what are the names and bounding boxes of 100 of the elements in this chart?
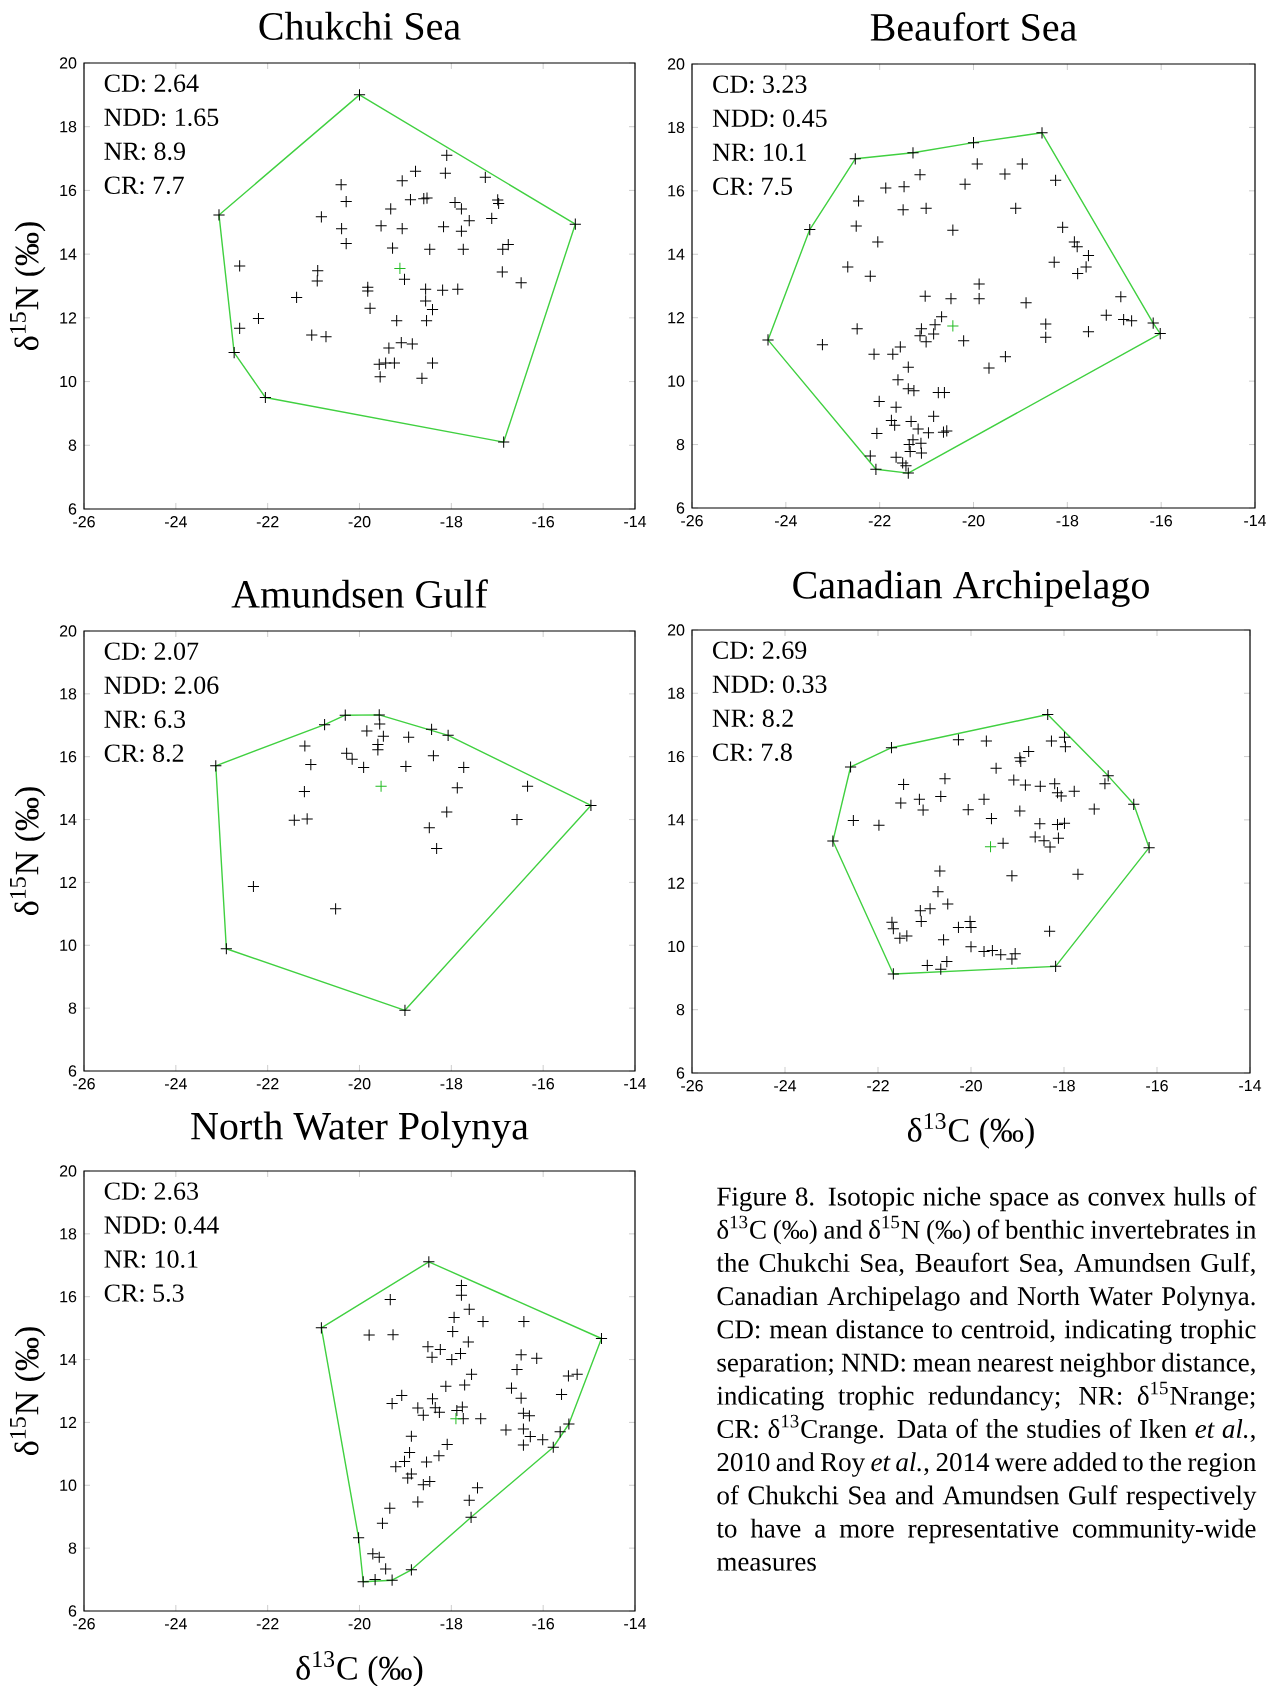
annotation: CD: 3.23 bbox=[713, 75, 807, 94]
x-tick-label: -24 bbox=[774, 515, 797, 527]
x-tick-label: -16 bbox=[532, 516, 555, 528]
x-tick-label: -26 bbox=[73, 516, 95, 528]
x-tick-label: -14 bbox=[624, 1618, 647, 1630]
annotation: CR: 7.5 bbox=[713, 177, 792, 196]
x-axis-title: δ$^{13}$C (‰) bbox=[907, 1113, 1034, 1149]
y-tick-label: 12 bbox=[668, 877, 685, 889]
y-tick-label: 14 bbox=[60, 814, 77, 826]
x-axis-title: δ$^{13}$C (‰) bbox=[296, 1651, 423, 1686]
y-tick-label: 14 bbox=[60, 248, 77, 260]
y-tick-label: 18 bbox=[60, 1228, 77, 1240]
x-tick-label: -18 bbox=[440, 1618, 463, 1630]
annotation: NDD: 0.44 bbox=[104, 1216, 219, 1234]
y-tick-label: 14 bbox=[668, 814, 685, 826]
annotation: NDD: 1.65 bbox=[104, 108, 219, 127]
x-tick-label: -22 bbox=[868, 515, 891, 527]
x-tick-label: -16 bbox=[532, 1618, 555, 1630]
y-tick-label: 20 bbox=[59, 57, 77, 69]
y-tick-label: 8 bbox=[676, 438, 685, 451]
y-tick-label: 16 bbox=[668, 185, 685, 197]
y-tick-label: 20 bbox=[667, 58, 685, 70]
annotation: CR: 7.7 bbox=[104, 176, 184, 195]
y-tick-label: 10 bbox=[668, 940, 685, 953]
x-tick-label: -26 bbox=[73, 1618, 95, 1630]
x-tick-label: -22 bbox=[256, 1618, 279, 1630]
annotation: CR: 7.8 bbox=[713, 743, 792, 762]
x-tick-label: -26 bbox=[681, 1080, 703, 1092]
y-tick-label: 16 bbox=[60, 751, 77, 763]
y-tick-label: 20 bbox=[59, 625, 77, 637]
y-tick-label: 6 bbox=[676, 502, 685, 514]
y-tick-label: 6 bbox=[676, 1067, 685, 1079]
chart-title: North Water Polynya bbox=[191, 1111, 529, 1148]
x-tick-label: -18 bbox=[1056, 515, 1079, 527]
x-tick-label: -18 bbox=[440, 1078, 463, 1090]
chart-title: Chukchi Sea bbox=[259, 11, 461, 40]
y-tick-label: 10 bbox=[60, 1479, 77, 1491]
chart-title: Canadian Archipelago bbox=[793, 570, 1149, 607]
y-tick-label: 10 bbox=[668, 375, 685, 387]
annotation: NDD: 0.45 bbox=[712, 109, 827, 128]
annotation: NR: 8.9 bbox=[104, 142, 185, 161]
y-tick-label: 10 bbox=[60, 939, 77, 951]
x-tick-label: -24 bbox=[164, 516, 187, 528]
annotation: CD: 2.63 bbox=[104, 1182, 199, 1200]
annotation: NR: 6.3 bbox=[104, 710, 186, 729]
chart-title: Amundsen Gulf bbox=[231, 579, 488, 608]
x-tick-label: -22 bbox=[867, 1080, 889, 1092]
x-tick-label: -14 bbox=[624, 1078, 647, 1090]
y-tick-label: 8 bbox=[676, 1004, 685, 1016]
x-tick-label: -16 bbox=[1150, 515, 1173, 527]
chart-title: Beaufort Sea bbox=[870, 12, 1077, 41]
y-tick-label: 20 bbox=[667, 624, 685, 636]
y-tick-label: 8 bbox=[68, 1002, 77, 1014]
x-tick-label: -20 bbox=[348, 1618, 371, 1630]
x-tick-label: -14 bbox=[1239, 1080, 1262, 1092]
y-tick-label: 8 bbox=[68, 439, 77, 451]
y-tick-label: 8 bbox=[68, 1542, 77, 1554]
x-tick-label: -20 bbox=[960, 1080, 982, 1092]
y-tick-label: 6 bbox=[68, 1605, 77, 1617]
y-tick-label: 16 bbox=[60, 1291, 77, 1303]
x-tick-label: -22 bbox=[256, 516, 279, 528]
annotation: CR: 8.2 bbox=[104, 744, 184, 763]
annotation: NR: 10.1 bbox=[104, 1250, 198, 1268]
y-tick-label: 12 bbox=[60, 1416, 77, 1429]
y-tick-label: 12 bbox=[60, 876, 77, 888]
x-tick-label: -24 bbox=[774, 1080, 797, 1092]
x-tick-label: -16 bbox=[1146, 1080, 1168, 1092]
text: Figure 8. Isotopic niche space as convex hulls of δ$^{13}$C (‰) and δ$^{15}$N (‰) of benthic invertebrates in the Chukchi Sea, Beaufort Sea, Amundsen Gulf, Canadian Archipelago and North Water Polynya. CD: mean distance to centroid, indicating trophic separation; NND: mean nearest neighbor distance, indicating trophic redundancy; NR: δ$^{15}$Nrange; CR: δ$^{13}$Crange. Data of the studies of Iken et al., 2010 and Roy et al., 2014 were added to the region of Chukchi Sea and Amundsen Gulf respectively to have a more representative community-wide measures bbox=[716, 1186, 1257, 1571]
y-axis-title: δ$^{15}$N (‰) bbox=[9, 1327, 46, 1455]
x-tick-label: -14 bbox=[1244, 515, 1266, 527]
y-axis-title: δ$^{15}$N (‰) bbox=[9, 222, 46, 350]
y-axis-title: δ$^{15}$N (‰) bbox=[9, 787, 46, 915]
y-tick-label: 18 bbox=[668, 121, 685, 134]
x-tick-label: -26 bbox=[73, 1078, 95, 1090]
x-tick-label: -22 bbox=[256, 1078, 279, 1090]
x-tick-label: -18 bbox=[1053, 1080, 1075, 1092]
y-tick-label: 20 bbox=[59, 1165, 77, 1177]
y-tick-label: 14 bbox=[668, 248, 685, 260]
annotation: CR: 5.3 bbox=[104, 1284, 184, 1302]
y-tick-label: 16 bbox=[60, 184, 77, 197]
y-tick-label: 18 bbox=[668, 687, 685, 699]
x-tick-label: -20 bbox=[962, 515, 985, 527]
annotation: NDD: 2.06 bbox=[104, 676, 219, 695]
y-tick-label: 12 bbox=[668, 312, 685, 324]
y-tick-label: 18 bbox=[60, 121, 77, 133]
x-tick-label: -14 bbox=[624, 516, 647, 528]
y-tick-label: 12 bbox=[60, 312, 77, 324]
y-tick-label: 6 bbox=[68, 503, 77, 515]
x-tick-label: -24 bbox=[164, 1618, 187, 1630]
y-tick-label: 14 bbox=[60, 1354, 77, 1366]
x-tick-label: -20 bbox=[348, 516, 371, 528]
annotation: CD: 2.64 bbox=[104, 74, 199, 93]
y-tick-label: 10 bbox=[60, 375, 77, 388]
annotation: CD: 2.07 bbox=[104, 642, 199, 661]
x-tick-label: -20 bbox=[348, 1078, 371, 1090]
annotation: NR: 8.2 bbox=[712, 709, 793, 728]
y-tick-label: 18 bbox=[60, 688, 77, 700]
x-tick-label: -26 bbox=[681, 515, 703, 527]
x-tick-label: -24 bbox=[164, 1078, 187, 1090]
y-tick-label: 6 bbox=[68, 1065, 77, 1077]
